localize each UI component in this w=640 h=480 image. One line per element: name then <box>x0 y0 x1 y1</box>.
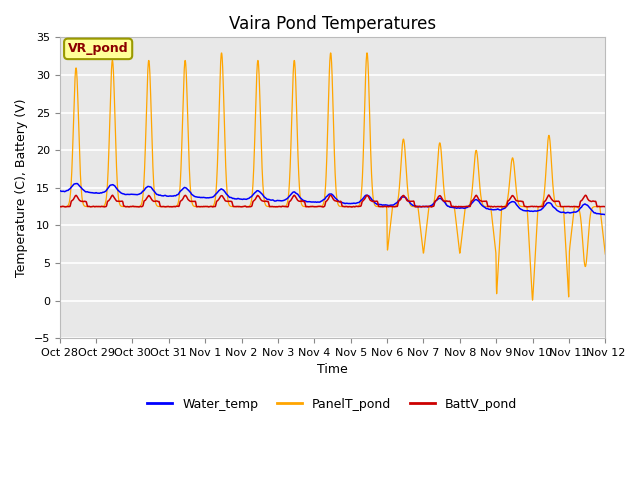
Legend: Water_temp, PanelT_pond, BattV_pond: Water_temp, PanelT_pond, BattV_pond <box>143 393 522 416</box>
Title: Vaira Pond Temperatures: Vaira Pond Temperatures <box>229 15 436 33</box>
Y-axis label: Temperature (C), Battery (V): Temperature (C), Battery (V) <box>15 98 28 277</box>
Text: VR_pond: VR_pond <box>68 42 129 55</box>
X-axis label: Time: Time <box>317 363 348 376</box>
